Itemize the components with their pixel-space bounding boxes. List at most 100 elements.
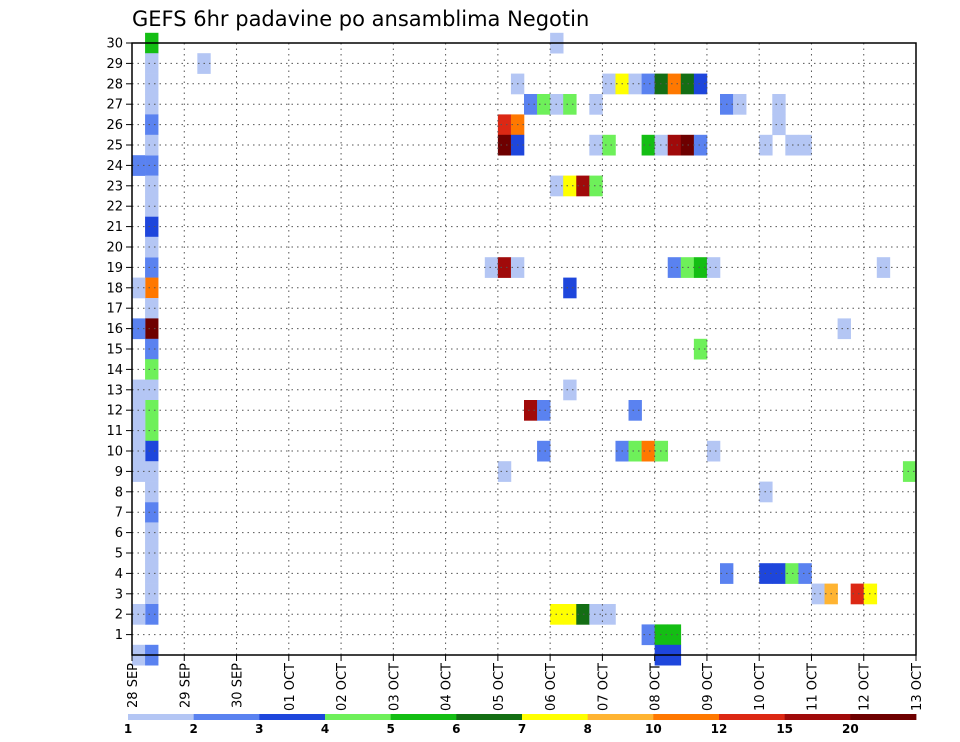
heatmap-cell	[145, 522, 159, 544]
legend-swatch	[653, 714, 720, 720]
heatmap-cell	[145, 196, 159, 217]
heatmap-cell	[602, 134, 616, 156]
legend-label: 1	[124, 722, 132, 736]
heatmap-cell	[693, 134, 708, 156]
heatmap-cell	[693, 338, 708, 360]
heatmap-cell	[693, 73, 708, 95]
heatmap-cell	[145, 400, 159, 421]
heatmap-cell	[733, 94, 747, 115]
heatmap-cell	[563, 277, 577, 299]
x-tick-label: 12 OCT	[858, 663, 873, 711]
heatmap-cell	[641, 73, 655, 95]
heatmap-cell	[524, 400, 538, 421]
y-tick-label: 8	[115, 485, 123, 500]
y-tick-label: 30	[106, 37, 123, 52]
heatmap-cell	[811, 583, 825, 605]
heatmap-cell	[145, 359, 159, 380]
heatmap-cell	[706, 440, 721, 462]
y-tick-label: 27	[106, 98, 123, 113]
heatmap-cell	[563, 379, 577, 401]
legend-label: 4	[321, 722, 329, 736]
y-tick-label: 29	[106, 57, 123, 72]
heatmap-cell	[589, 604, 603, 625]
y-tick-label: 13	[106, 383, 123, 398]
heatmap-cell	[680, 257, 695, 278]
heatmap-cell	[145, 257, 159, 278]
heatmap-cell	[145, 155, 159, 176]
heatmap-cell	[145, 53, 159, 74]
y-tick-label: 28	[106, 77, 123, 92]
y-tick-label: 22	[106, 200, 123, 215]
y-tick-label: 19	[106, 261, 123, 276]
legend-swatch	[259, 714, 326, 720]
heatmap-cell	[850, 583, 865, 605]
x-tick-label: 28 SEP	[126, 663, 141, 708]
legend: 1 2 3 4 5 6 7 8 10 12 15 20	[124, 714, 917, 736]
heatmap-cell	[537, 400, 551, 421]
heatmap-cell	[145, 563, 159, 584]
heatmap-cell	[876, 257, 891, 278]
y-tick-label: 6	[115, 526, 123, 541]
legend-swatch	[784, 714, 851, 720]
heatmap-cell	[484, 257, 499, 278]
heatmap-cell	[145, 94, 159, 115]
legend-swatch	[850, 714, 917, 720]
y-tick-label: 9	[115, 465, 123, 480]
legend-label: 5	[386, 722, 394, 736]
heatmap-cell	[145, 583, 159, 605]
x-tick-label: 07 OCT	[596, 663, 611, 711]
y-tick-label: 21	[106, 220, 123, 235]
heatmap-cell	[772, 114, 786, 136]
legend-swatch	[456, 714, 523, 720]
y-tick-label: 18	[106, 281, 123, 296]
x-tick-label: 04 OCT	[440, 663, 455, 711]
heatmap-cell	[798, 134, 812, 156]
heatmap-cell	[145, 134, 159, 156]
heatmap-cell	[589, 94, 603, 115]
y-tick-label: 20	[106, 241, 123, 256]
legend-label: 3	[255, 722, 263, 736]
heatmap-cell	[667, 134, 682, 156]
heatmap-cell	[537, 94, 551, 115]
chart-title: GEFS 6hr padavine po ansamblima Negotin	[132, 7, 589, 31]
heatmap-cell	[680, 134, 695, 156]
heatmap-cell	[706, 257, 721, 278]
legend-label: 12	[711, 722, 728, 736]
legend-swatch	[325, 714, 392, 720]
y-tick-label: 4	[115, 567, 123, 582]
legend-swatch	[587, 714, 654, 720]
heatmap-cell	[667, 73, 682, 95]
heatmap-cell	[145, 502, 159, 523]
heatmap-cell	[145, 481, 159, 503]
x-tick-label: 10 OCT	[753, 663, 768, 711]
heatmap-cell	[837, 318, 851, 340]
y-tick-label: 10	[106, 445, 123, 460]
x-tick-label: 01 OCT	[283, 663, 298, 711]
heatmap-cell	[145, 542, 159, 564]
heatmap-cell	[497, 257, 512, 278]
heatmap-cell	[524, 94, 538, 115]
x-tick-label: 09 OCT	[701, 663, 716, 711]
heatmap-cell	[145, 277, 159, 299]
x-tick-label: 30 SEP	[231, 663, 246, 708]
heatmap-cell	[602, 73, 616, 95]
legend-label: 20	[842, 722, 859, 736]
heatmap-cell	[145, 440, 159, 462]
heatmap-cell	[497, 461, 512, 482]
heatmap-cell	[145, 604, 159, 625]
heatmap-cell	[145, 73, 159, 95]
heatmap-cell	[641, 440, 655, 462]
heatmap-cell	[563, 604, 577, 625]
x-tick-label: 11 OCT	[805, 663, 820, 711]
legend-swatch	[522, 714, 589, 720]
x-tick-label: 05 OCT	[492, 663, 507, 711]
heatmap-cell	[145, 236, 159, 258]
y-tick-label: 23	[106, 179, 123, 194]
heatmap-cell	[563, 94, 577, 115]
y-tick-label: 24	[106, 159, 123, 174]
heatmap-cell	[667, 624, 682, 646]
heatmap-cell	[497, 134, 512, 156]
heatmap-cell	[589, 134, 603, 156]
legend-swatch	[128, 714, 195, 720]
heatmap-cell	[145, 298, 159, 319]
